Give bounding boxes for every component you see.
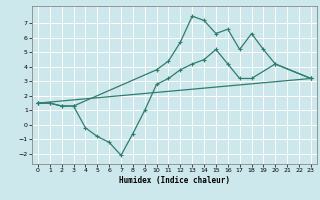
X-axis label: Humidex (Indice chaleur): Humidex (Indice chaleur) <box>119 176 230 185</box>
